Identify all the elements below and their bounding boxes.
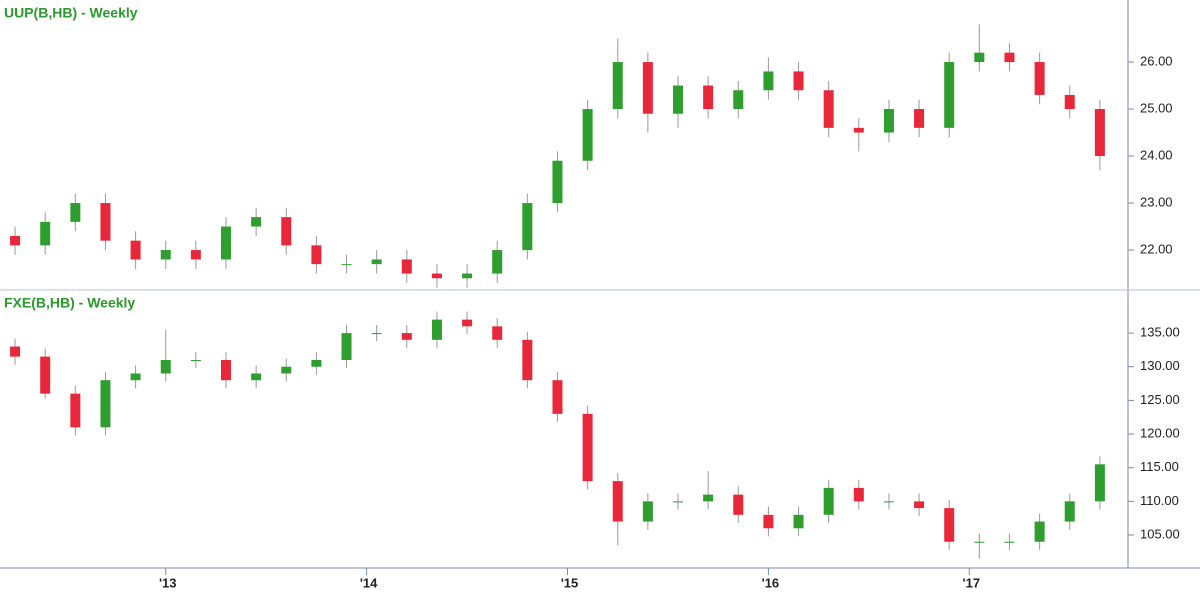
candle-body	[1094, 464, 1105, 502]
candle-body	[793, 71, 804, 91]
candle-body	[462, 319, 473, 327]
candle-body	[883, 109, 894, 133]
candle-body	[642, 62, 653, 114]
candle-body	[763, 514, 774, 529]
candle-body	[733, 494, 744, 515]
candle-body	[100, 380, 111, 428]
candle-body	[944, 508, 955, 542]
candle-body	[974, 52, 985, 63]
candle-body	[371, 259, 382, 265]
candle-body	[492, 250, 503, 274]
candle-body	[522, 203, 533, 251]
y-tick-label: 24.00	[1140, 147, 1173, 162]
candle-body	[70, 393, 81, 428]
panel-title: UUP(B,HB) - Weekly	[4, 5, 138, 21]
candle-body	[1004, 541, 1015, 543]
y-tick-label: 25.00	[1140, 100, 1173, 115]
candle-body	[552, 160, 563, 204]
candle-body	[190, 250, 201, 260]
candle-body	[401, 333, 412, 340]
candle-body	[341, 264, 352, 266]
candle-body	[823, 487, 834, 515]
x-tick-label: '13	[159, 575, 177, 590]
candle-body	[1064, 501, 1075, 522]
panel-title: FXE(B,HB) - Weekly	[4, 295, 135, 311]
candle-body	[221, 360, 232, 381]
candle-body	[251, 373, 262, 381]
candle-body	[281, 217, 292, 246]
y-tick-label: 105.00	[1140, 526, 1180, 541]
candle-body	[1094, 109, 1105, 157]
x-tick-label: '14	[360, 575, 378, 590]
candle-body	[10, 346, 21, 357]
candle-body	[1034, 521, 1045, 542]
candle-body	[944, 62, 955, 128]
y-tick-label: 22.00	[1140, 241, 1173, 256]
candle-body	[914, 501, 925, 509]
candle-body	[763, 71, 774, 91]
y-tick-label: 115.00	[1140, 459, 1179, 474]
candle-body	[914, 109, 925, 128]
candle-body	[40, 356, 51, 394]
candle-body	[853, 127, 864, 133]
candle-body	[1004, 52, 1015, 63]
candle-body	[70, 203, 81, 222]
candle-body	[431, 273, 442, 279]
candle-body	[673, 85, 684, 114]
candle-body	[160, 250, 171, 260]
candle-body	[582, 109, 593, 161]
candle-body	[401, 259, 412, 274]
candle-body	[311, 245, 322, 265]
candle-body	[612, 481, 623, 522]
candle-body	[462, 273, 473, 279]
candle-body	[40, 221, 51, 246]
candle-body	[160, 360, 171, 374]
candle-body	[582, 413, 593, 482]
y-tick-label: 130.00	[1140, 358, 1180, 373]
candle-body	[431, 319, 442, 340]
candle-body	[612, 62, 623, 110]
candle-body	[100, 203, 111, 241]
y-tick-label: 125.00	[1140, 392, 1180, 407]
candle-body	[492, 326, 503, 340]
candle-body	[311, 360, 322, 367]
y-tick-label: 110.00	[1140, 493, 1179, 508]
candle-body	[642, 501, 653, 522]
y-tick-label: 135.00	[1140, 325, 1180, 340]
candle-body	[522, 339, 533, 381]
y-tick-label: 23.00	[1140, 194, 1173, 209]
candle-body	[673, 501, 684, 503]
candle-body	[703, 494, 714, 502]
candle-body	[251, 217, 262, 227]
y-tick-label: 26.00	[1140, 53, 1173, 68]
candle-body	[190, 360, 201, 362]
candle-body	[733, 90, 744, 110]
candle-body	[1034, 62, 1045, 95]
candle-body	[974, 541, 985, 543]
x-tick-label: '15	[561, 575, 579, 590]
candle-body	[341, 333, 352, 361]
y-tick-label: 120.00	[1140, 425, 1180, 440]
candle-body	[281, 366, 292, 374]
candle-body	[130, 373, 141, 381]
candle-body	[371, 333, 382, 335]
candle-body	[552, 380, 563, 414]
candle-body	[1064, 94, 1075, 110]
candle-body	[221, 226, 232, 260]
x-tick-label: '17	[963, 575, 981, 590]
x-tick-label: '16	[762, 575, 780, 590]
candle-body	[130, 240, 141, 260]
candle-body	[793, 514, 804, 529]
candle-body	[703, 85, 714, 110]
candle-body	[853, 487, 864, 502]
candle-body	[823, 90, 834, 128]
candle-body	[883, 501, 894, 503]
candle-body	[10, 235, 21, 246]
